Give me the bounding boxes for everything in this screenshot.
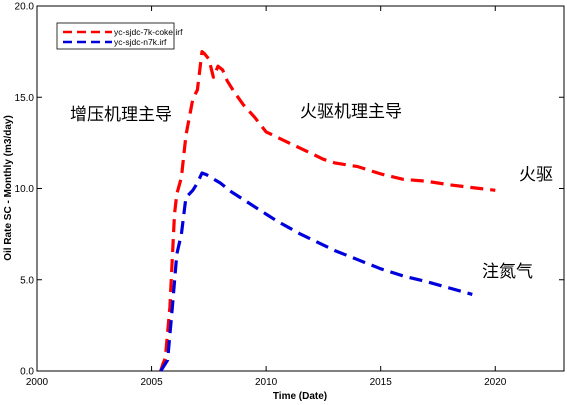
annotation-fire-flood: 火驱 xyxy=(519,165,553,185)
y-tick-label: 5.0 xyxy=(20,275,34,286)
series-line-0 xyxy=(159,49,496,372)
series-layer xyxy=(159,49,496,372)
y-tick-label: 10.0 xyxy=(15,184,35,195)
y-tick-label: 20.0 xyxy=(15,2,35,13)
series-line-1 xyxy=(159,171,473,372)
legend: yc-sjdc-7k-coke.irf yc-sjdc-n7k.irf xyxy=(56,22,183,50)
y-tick-label: 15.0 xyxy=(15,93,35,104)
legend-box xyxy=(56,22,175,50)
legend-label-coke: yc-sjdc-7k-coke.irf xyxy=(114,27,183,37)
x-tick-label: 2000 xyxy=(26,377,49,388)
x-tick-label: 2010 xyxy=(255,377,278,388)
annotation-fire-flood-dominant: 火驱机理主导 xyxy=(300,102,402,122)
x-axis-title: Time (Date) xyxy=(273,391,327,402)
y-axis-title: Oil Rate SC - Monthly (m3/day) xyxy=(3,115,14,261)
x-tick-label: 2005 xyxy=(140,377,163,388)
x-tick-label: 2015 xyxy=(370,377,393,388)
y-tick-label: 0.0 xyxy=(20,367,34,378)
annotation-nitrogen-injection: 注氮气 xyxy=(482,262,533,282)
plot-area xyxy=(36,5,565,372)
x-axis: 2000 2005 2010 2015 2020 xyxy=(26,6,507,388)
y-axis: 0.0 5.0 10.0 15.0 20.0 xyxy=(15,2,564,378)
legend-label-n7k: yc-sjdc-n7k.irf xyxy=(114,37,167,47)
x-tick-label: 2020 xyxy=(484,377,507,388)
annotation-pressurization: 增压机理主导 xyxy=(70,105,172,125)
